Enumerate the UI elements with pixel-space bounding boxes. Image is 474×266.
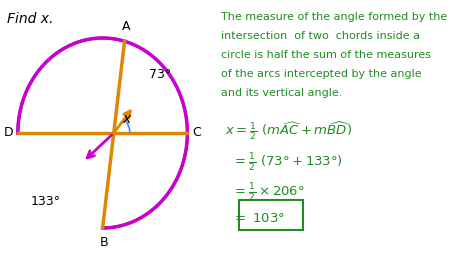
Text: $x = \frac{1}{2}\ (m\widehat{AC} + m\widehat{BD})$: $x = \frac{1}{2}\ (m\widehat{AC} + m\wid… bbox=[225, 120, 352, 142]
Text: $= \frac{1}{2}\ (73° + 133°)$: $= \frac{1}{2}\ (73° + 133°)$ bbox=[232, 152, 343, 174]
Text: of the arcs intercepted by the angle: of the arcs intercepted by the angle bbox=[221, 69, 422, 79]
Text: $= \frac{1}{2} \times 206°$: $= \frac{1}{2} \times 206°$ bbox=[232, 182, 305, 204]
Text: x: x bbox=[123, 112, 131, 126]
Text: C: C bbox=[192, 127, 201, 139]
Text: A: A bbox=[122, 20, 130, 33]
Text: 133°: 133° bbox=[30, 195, 61, 208]
Text: circle is half the sum of the measures: circle is half the sum of the measures bbox=[221, 50, 431, 60]
Text: intersection  of two  chords inside a: intersection of two chords inside a bbox=[221, 31, 420, 41]
Text: The measure of the angle formed by the: The measure of the angle formed by the bbox=[221, 12, 447, 22]
Text: B: B bbox=[100, 236, 109, 249]
Text: and its vertical angle.: and its vertical angle. bbox=[221, 88, 343, 98]
Text: Find x.: Find x. bbox=[7, 12, 54, 26]
Bar bbox=[239, 200, 303, 230]
Text: $= \ 103°$: $= \ 103°$ bbox=[232, 212, 285, 225]
Text: 73°: 73° bbox=[149, 68, 172, 81]
Text: D: D bbox=[4, 127, 13, 139]
